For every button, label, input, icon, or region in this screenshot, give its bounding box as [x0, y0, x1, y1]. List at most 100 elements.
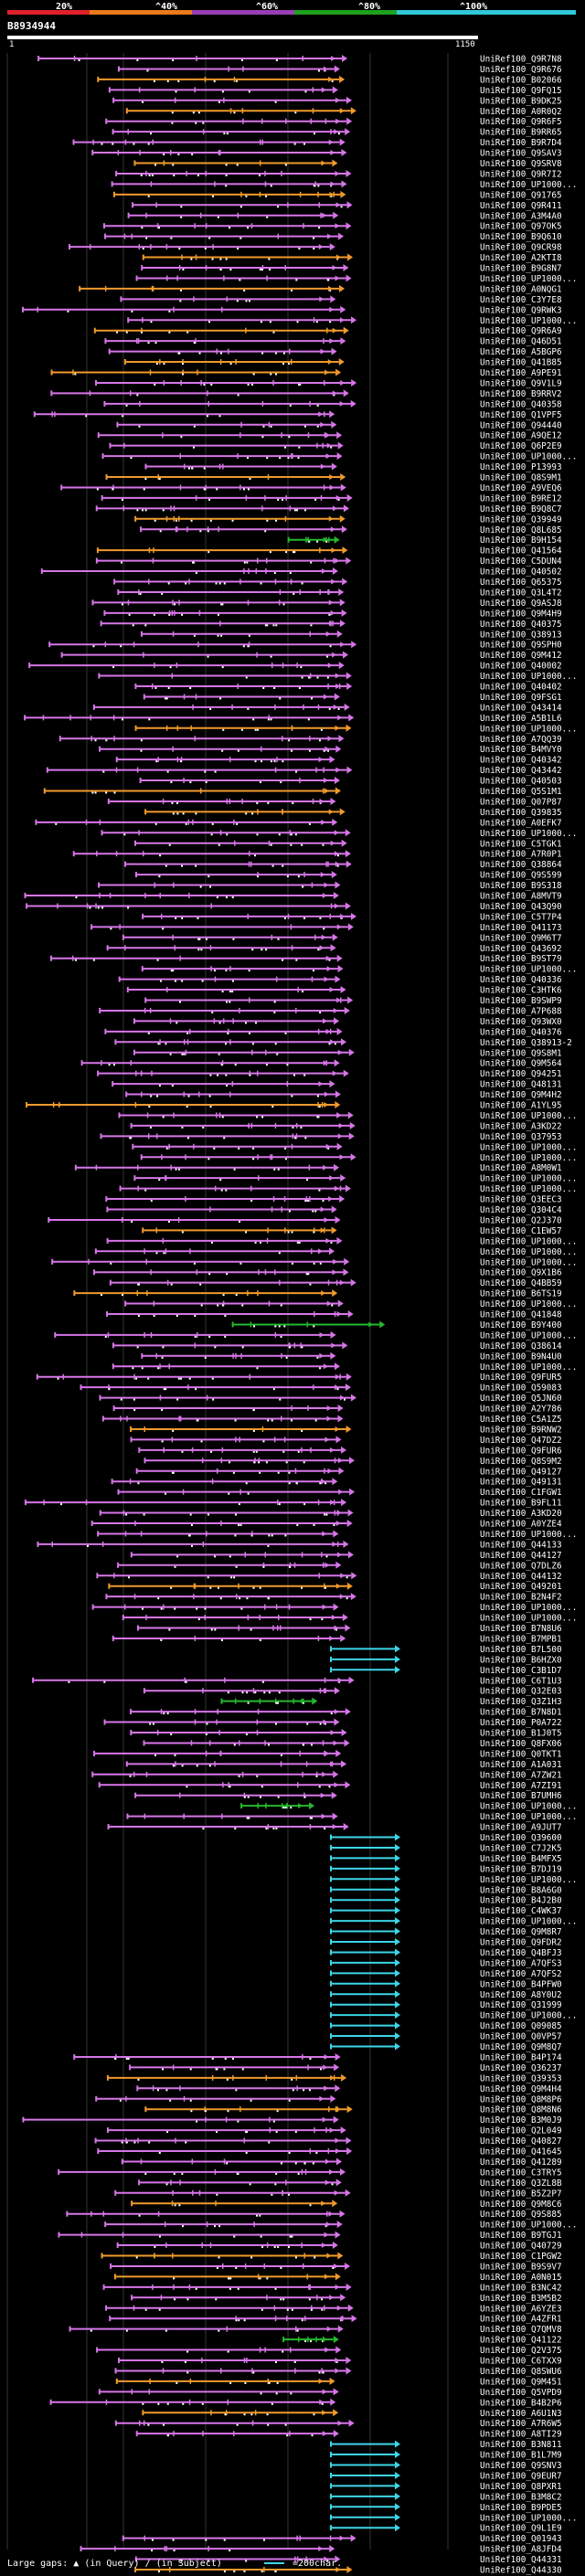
hit-label: UniRef100_Q9M564: [480, 1059, 562, 1069]
hit-gap-marker: [173, 2277, 176, 2280]
hit-label: UniRef100_B6HZX0: [480, 1655, 562, 1665]
hit-gap-marker: [216, 2068, 218, 2071]
alignment-row: [99, 1394, 356, 1402]
hit-label: UniRef100_B4PFW0: [480, 1979, 562, 1989]
hit-gap-marker: [96, 488, 99, 491]
alignment-row: [122, 2534, 356, 2542]
hit-inner-arrow: [326, 1405, 332, 1412]
alignment-row: [94, 1247, 335, 1256]
hit-inner-arrow: [328, 285, 334, 292]
hit-arrow: [335, 2555, 341, 2563]
hit-gap-marker: [181, 980, 184, 982]
hit-label: UniRef100_A0R0Q2: [480, 107, 562, 117]
hit-gap-marker: [160, 1607, 163, 1610]
hit-arrow: [395, 2461, 400, 2469]
hit-gap-marker: [189, 687, 192, 689]
hit-gap-marker: [211, 2057, 214, 2060]
alignment-row: [140, 525, 347, 534]
hit-gap-marker: [154, 164, 157, 166]
hit-gap-marker: [268, 1534, 271, 1537]
hit-gap-marker: [301, 1429, 303, 1432]
hit-label: UniRef100_A9JUT7: [480, 1823, 562, 1833]
hit-gap-marker: [240, 728, 243, 731]
hit-gap-marker: [318, 2371, 321, 2374]
alignment-row: [73, 2052, 341, 2061]
hit-inner-arrow: [340, 379, 346, 386]
hit-arrow: [342, 55, 348, 62]
hit-inner-arrow: [318, 2378, 324, 2384]
hit-arrow: [335, 1436, 342, 1444]
hit-gap-marker: [226, 2078, 229, 2081]
hit-arrow: [347, 1551, 354, 1559]
hit-gap-marker: [199, 530, 202, 533]
hit-gap-marker: [237, 2120, 239, 2123]
hit-arrow: [342, 1614, 348, 1622]
hit-gap-marker: [186, 1106, 188, 1108]
hit-inner-arrow: [323, 694, 328, 700]
hit-label: UniRef100_UP1000...: [480, 1362, 577, 1373]
hit-gap-marker: [187, 467, 190, 470]
hit-gap-marker: [286, 1064, 289, 1066]
hit-label: UniRef100_Q38864: [480, 860, 562, 870]
alignment-row: [97, 1530, 339, 1538]
hit-gap-marker: [303, 2089, 305, 2092]
hit-gap-marker: [207, 1513, 209, 1516]
hit-gap-marker: [158, 875, 161, 878]
hit-gap-marker: [217, 1586, 219, 1589]
hit-gap-marker: [315, 1775, 318, 1777]
alignment-row: [95, 504, 349, 513]
hit-gap-marker: [201, 2402, 204, 2405]
hit-gap-marker: [211, 1011, 214, 1013]
hit-label: UniRef100_B3M8C2: [480, 2492, 562, 2502]
hit-gap-marker: [298, 248, 301, 250]
alignment-row: [37, 1540, 349, 1548]
hit-gap-marker: [267, 2423, 270, 2426]
hit-gap-marker: [268, 258, 271, 260]
hit-gap-marker: [138, 2214, 141, 2217]
hit-gap-marker: [181, 1126, 184, 1129]
hit-gap-marker: [304, 2340, 307, 2343]
hit-gap-marker: [195, 812, 197, 815]
hit-gap-marker: [307, 1273, 310, 1276]
hit-gap-marker: [336, 854, 339, 857]
hit-gap-marker: [316, 1116, 319, 1118]
hit-inner-arrow: [328, 620, 334, 627]
hit-gap-marker: [268, 2381, 271, 2384]
hit-arrow: [330, 1330, 336, 1339]
hit-gap-marker: [246, 1691, 249, 1694]
hit-inner-arrow: [330, 1039, 335, 1045]
hit-gap-marker: [289, 2235, 292, 2238]
alignment-row: [91, 1603, 339, 1611]
hit-gap-marker: [100, 1294, 102, 1297]
hit-gap-marker: [193, 1262, 196, 1265]
hit-gap-marker: [121, 498, 123, 501]
hit-gap-marker: [273, 1168, 276, 1171]
hit-gap-marker: [110, 928, 112, 930]
query-ruler: 1 1150: [7, 33, 478, 51]
hit-label: UniRef100_Q36237: [480, 2063, 562, 2073]
hit-gap-marker: [178, 2204, 181, 2207]
hit-label: UniRef100_B7N8U6: [480, 1624, 562, 1634]
hit-gap-marker: [267, 1419, 270, 1422]
hit-gap-marker: [260, 321, 262, 323]
alignment-row: [115, 2377, 335, 2385]
hit-label: UniRef100_A4ZFR1: [480, 2315, 562, 2325]
hit-gap-marker: [218, 2329, 220, 2332]
hit-arrow: [395, 2524, 400, 2532]
hit-gap-marker: [270, 373, 272, 376]
hit-gap-marker: [236, 2423, 239, 2426]
hit-label: UniRef100_Q0TKT1: [480, 1749, 562, 1759]
hit-gap-marker: [217, 216, 219, 218]
hit-gap-marker: [286, 875, 289, 878]
hit-gap-marker: [227, 2350, 229, 2353]
hit-arrow: [337, 2252, 344, 2260]
hit-gap-marker: [168, 843, 171, 846]
hit-arrow: [350, 107, 356, 115]
alignment-row: [24, 892, 339, 899]
hit-label: UniRef100_UP1000...: [480, 274, 577, 284]
alignment-row: [104, 1027, 343, 1035]
hit-gap-marker: [263, 1691, 266, 1694]
alignment-row: [330, 1833, 400, 1841]
hit-label: UniRef100_UP1000...: [480, 1917, 577, 1927]
hit-gap-marker: [203, 488, 206, 491]
